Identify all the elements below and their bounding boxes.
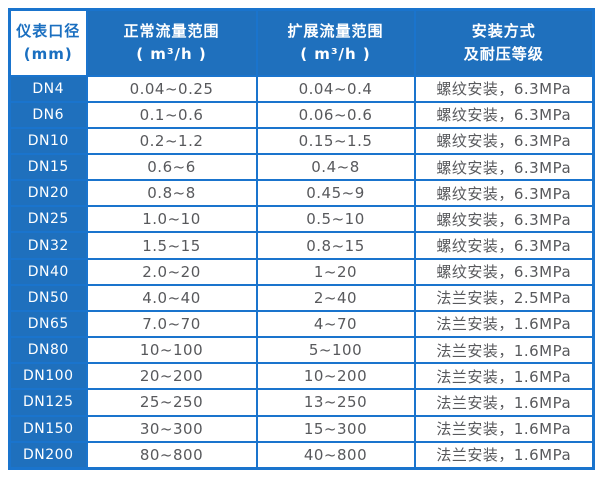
header-extended-flow-range: 扩展流量范围 ( m³/h ) (255, 8, 416, 77)
cell-normal-flow-range: 30~300 (85, 414, 258, 443)
header-normal-flow-range: 正常流量范围 ( m³/h ) (85, 8, 258, 77)
cell-normal-flow-range: 4.0~40 (85, 283, 258, 312)
table-row: DN50 4.0~40 2~40 法兰安装，2.5MPa (8, 283, 595, 312)
cell-diameter: DN200 (8, 440, 88, 470)
cell-diameter: DN15 (8, 152, 88, 182)
cell-install-pressure: 法兰安装，1.6MPa (413, 414, 595, 443)
cell-install-pressure: 螺纹安装，6.3MPa (413, 257, 595, 286)
header-meter-diameter-line1: 仪表口径 (16, 21, 81, 40)
cell-diameter: DN50 (8, 283, 88, 312)
cell-normal-flow-range: 10~100 (85, 336, 258, 365)
flow-meter-spec-table: 仪表口径 (mm) 正常流量范围 ( m³/h ) 扩展流量范围 ( m³/h … (8, 8, 595, 470)
cell-extended-flow-range: 13~250 (255, 388, 416, 417)
cell-diameter: DN150 (8, 414, 88, 443)
cell-install-pressure: 螺纹安装，6.3MPa (413, 126, 595, 155)
table-row: DN150 30~300 15~300 法兰安装，1.6MPa (8, 414, 595, 443)
cell-normal-flow-range: 2.0~20 (85, 257, 258, 286)
cell-extended-flow-range: 2~40 (255, 283, 416, 312)
cell-extended-flow-range: 0.06~0.6 (255, 100, 416, 129)
cell-install-pressure: 法兰安装，1.6MPa (413, 440, 595, 470)
cell-install-pressure: 法兰安装，2.5MPa (413, 283, 595, 312)
cell-normal-flow-range: 0.2~1.2 (85, 126, 258, 155)
cell-normal-flow-range: 1.5~15 (85, 231, 258, 260)
cell-diameter: DN4 (8, 74, 88, 103)
table-row: DN100 20~200 10~200 法兰安装，1.6MPa (8, 362, 595, 391)
table-row: DN20 0.8~8 0.45~9 螺纹安装，6.3MPa (8, 179, 595, 208)
header-extended-flow-range-line2: ( m³/h ) (300, 44, 371, 63)
cell-install-pressure: 法兰安装，1.6MPa (413, 309, 595, 339)
cell-install-pressure: 螺纹安装，6.3MPa (413, 100, 595, 129)
cell-diameter: DN125 (8, 388, 88, 417)
table-row: DN65 7.0~70 4~70 法兰安装，1.6MPa (8, 309, 595, 339)
cell-extended-flow-range: 40~800 (255, 440, 416, 470)
cell-diameter: DN65 (8, 309, 88, 339)
cell-diameter: DN80 (8, 336, 88, 365)
cell-diameter: DN6 (8, 100, 88, 129)
table-row: DN200 80~800 40~800 法兰安装，1.6MPa (8, 440, 595, 470)
cell-extended-flow-range: 10~200 (255, 362, 416, 391)
cell-normal-flow-range: 7.0~70 (85, 309, 258, 339)
table-row: DN25 1.0~10 0.5~10 螺纹安装，6.3MPa (8, 205, 595, 234)
header-install-pressure: 安装方式 及耐压等级 (413, 8, 595, 77)
cell-normal-flow-range: 0.6~6 (85, 152, 258, 182)
cell-extended-flow-range: 4~70 (255, 309, 416, 339)
cell-extended-flow-range: 15~300 (255, 414, 416, 443)
cell-normal-flow-range: 1.0~10 (85, 205, 258, 234)
cell-diameter: DN32 (8, 231, 88, 260)
cell-extended-flow-range: 0.04~0.4 (255, 74, 416, 103)
cell-extended-flow-range: 0.5~10 (255, 205, 416, 234)
cell-normal-flow-range: 25~250 (85, 388, 258, 417)
cell-normal-flow-range: 20~200 (85, 362, 258, 391)
cell-install-pressure: 法兰安装，1.6MPa (413, 336, 595, 365)
header-install-pressure-line2: 及耐压等级 (463, 44, 544, 63)
cell-diameter: DN40 (8, 257, 88, 286)
table-row: DN125 25~250 13~250 法兰安装，1.6MPa (8, 388, 595, 417)
table-row: DN10 0.2~1.2 0.15~1.5 螺纹安装，6.3MPa (8, 126, 595, 155)
header-extended-flow-range-line1: 扩展流量范围 (287, 21, 384, 40)
cell-normal-flow-range: 80~800 (85, 440, 258, 470)
header-normal-flow-range-line1: 正常流量范围 (123, 21, 220, 40)
header-install-pressure-line1: 安装方式 (471, 21, 536, 40)
cell-install-pressure: 螺纹安装，6.3MPa (413, 152, 595, 182)
cell-install-pressure: 法兰安装，1.6MPa (413, 388, 595, 417)
table-body: DN4 0.04~0.25 0.04~0.4 螺纹安装，6.3MPa DN6 0.1~0.… (8, 74, 595, 470)
cell-install-pressure: 螺纹安装，6.3MPa (413, 179, 595, 208)
cell-install-pressure: 法兰安装，1.6MPa (413, 362, 595, 391)
cell-extended-flow-range: 5~100 (255, 336, 416, 365)
table-row: DN80 10~100 5~100 法兰安装，1.6MPa (8, 336, 595, 365)
table-row: DN32 1.5~15 0.8~15 螺纹安装，6.3MPa (8, 231, 595, 260)
header-row: 仪表口径 (mm) 正常流量范围 ( m³/h ) 扩展流量范围 ( m³/h … (8, 8, 595, 77)
header-meter-diameter-line2: (mm) (23, 44, 73, 63)
cell-diameter: DN10 (8, 126, 88, 155)
cell-extended-flow-range: 0.4~8 (255, 152, 416, 182)
table-row: DN15 0.6~6 0.4~8 螺纹安装，6.3MPa (8, 152, 595, 182)
cell-normal-flow-range: 0.04~0.25 (85, 74, 258, 103)
header-meter-diameter: 仪表口径 (mm) (8, 8, 88, 77)
cell-extended-flow-range: 1~20 (255, 257, 416, 286)
cell-normal-flow-range: 0.8~8 (85, 179, 258, 208)
header-normal-flow-range-line2: ( m³/h ) (136, 44, 207, 63)
cell-install-pressure: 螺纹安装，6.3MPa (413, 74, 595, 103)
cell-diameter: DN100 (8, 362, 88, 391)
table-row: DN4 0.04~0.25 0.04~0.4 螺纹安装，6.3MPa (8, 74, 595, 103)
cell-extended-flow-range: 0.8~15 (255, 231, 416, 260)
cell-diameter: DN25 (8, 205, 88, 234)
cell-extended-flow-range: 0.15~1.5 (255, 126, 416, 155)
cell-diameter: DN20 (8, 179, 88, 208)
table-row: DN6 0.1~0.6 0.06~0.6 螺纹安装，6.3MPa (8, 100, 595, 129)
table-row: DN40 2.0~20 1~20 螺纹安装，6.3MPa (8, 257, 595, 286)
cell-install-pressure: 螺纹安装，6.3MPa (413, 205, 595, 234)
cell-install-pressure: 螺纹安装，6.3MPa (413, 231, 595, 260)
cell-extended-flow-range: 0.45~9 (255, 179, 416, 208)
cell-normal-flow-range: 0.1~0.6 (85, 100, 258, 129)
